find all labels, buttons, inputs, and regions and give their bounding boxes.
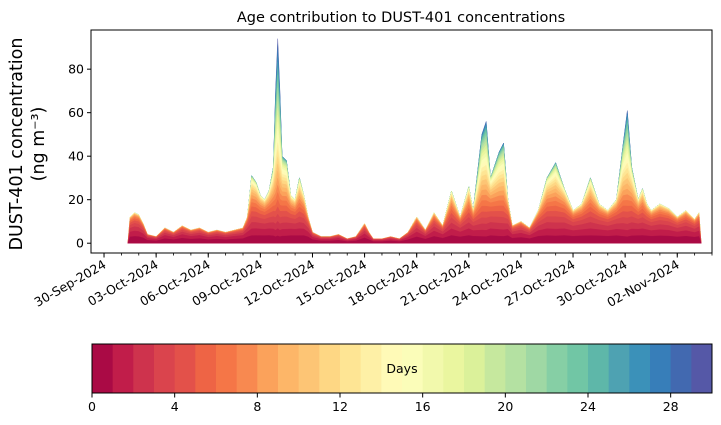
- colorbar-bin: [112, 344, 134, 393]
- colorbar-bin: [402, 344, 424, 393]
- colorbar-tick-label: 4: [171, 399, 179, 414]
- y-axis-ticks: 0 20 40 60 80: [68, 62, 91, 251]
- colorbar-bin: [691, 344, 713, 393]
- age-contribution-layers: [127, 38, 702, 244]
- colorbar-frame: [91, 343, 713, 394]
- colorbar-bin: [588, 344, 610, 393]
- colorbar-bin: [360, 344, 382, 393]
- y-tick-label: 20: [68, 192, 84, 207]
- colorbar-tick-label: 16: [415, 399, 431, 414]
- colorbar-tick-label: 28: [663, 399, 679, 414]
- colorbar: Days 0 4 8 12 16 20 24 28: [88, 343, 713, 414]
- colorbar-bin: [195, 344, 217, 393]
- x-axis-ticks: 30-Sep-202403-Oct-202406-Oct-202409-Oct-…: [31, 253, 713, 310]
- colorbar-bin: [154, 344, 176, 393]
- colorbar-bin: [236, 344, 258, 393]
- plot-frame: [90, 29, 713, 254]
- colorbar-bin: [608, 344, 630, 393]
- plot-area: 0 20 40 60 80 30-Sep-202403-Oct-202406-Oct-2…: [31, 29, 713, 310]
- colorbar-bin: [505, 344, 527, 393]
- colorbar-tick-label: 12: [332, 399, 348, 414]
- colorbar-bin: [257, 344, 279, 393]
- colorbar-bin: [133, 344, 155, 393]
- y-axis-label: DUST-401 concentration (ng m⁻³): [7, 38, 49, 251]
- colorbar-bin: [567, 344, 589, 393]
- colorbar-ticks: 0 4 8 12 16 20 24 28: [88, 393, 679, 414]
- colorbar-bin: [526, 344, 548, 393]
- colorbar-bin: [319, 344, 341, 393]
- y-tick-label: 0: [76, 236, 84, 251]
- colorbar-label: Days: [386, 361, 417, 376]
- colorbar-bin: [298, 344, 320, 393]
- y-tick-label: 80: [68, 62, 84, 77]
- y-axis-label-line2: (ng m⁻³): [29, 107, 49, 182]
- colorbar-bin: [174, 344, 196, 393]
- colorbar-bin: [650, 344, 672, 393]
- colorbar-bin: [629, 344, 651, 393]
- chart-title: Age contribution to DUST-401 concentrati…: [237, 10, 565, 26]
- colorbar-bin: [216, 344, 238, 393]
- colorbar-bin: [670, 344, 692, 393]
- colorbar-bin: [92, 344, 114, 393]
- colorbar-bin: [484, 344, 506, 393]
- colorbar-bin: [422, 344, 444, 393]
- colorbar-bin: [381, 344, 403, 393]
- colorbar-bin: [546, 344, 568, 393]
- colorbar-tick-label: 8: [253, 399, 261, 414]
- colorbar-tick-label: 20: [497, 399, 513, 414]
- colorbar-bin: [443, 344, 465, 393]
- colorbar-bin: [340, 344, 362, 393]
- age-layer-0-days: [127, 235, 702, 244]
- colorbar-tick-label: 0: [88, 399, 96, 414]
- y-tick-label: 40: [68, 149, 84, 164]
- y-axis-label-line1: DUST-401 concentration: [7, 38, 27, 251]
- y-tick-label: 60: [68, 105, 84, 120]
- colorbar-bin: [278, 344, 300, 393]
- colorbar-bins: [92, 344, 713, 393]
- colorbar-bin: [464, 344, 486, 393]
- colorbar-tick-label: 24: [580, 399, 596, 414]
